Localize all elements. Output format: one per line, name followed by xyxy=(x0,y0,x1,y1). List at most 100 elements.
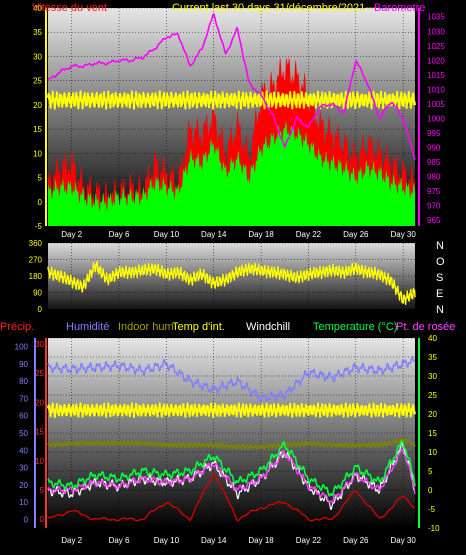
wind-x-tick-label: Day 6 xyxy=(109,230,130,239)
barometer-title: Barometre xyxy=(374,2,425,14)
temp-x-tick-label: Day 2 xyxy=(61,536,82,545)
precip-y-tick-label: 25 xyxy=(35,369,44,378)
wind-y-tick-label: 25 xyxy=(33,77,42,86)
temp-y-tick-label: -10 xyxy=(428,524,440,533)
baro-y-tick-label: 1005 xyxy=(427,100,445,109)
wind-speed-title: Vitesse du vent xyxy=(32,2,107,14)
baro-y-tick-label: 1025 xyxy=(427,42,445,51)
compass-n-bottom: N xyxy=(436,304,444,316)
wind-y-tick-label: -5 xyxy=(35,222,43,231)
temp-y-tick-label: 10 xyxy=(428,448,437,457)
humidity-y-tick-label: 100 xyxy=(15,343,29,352)
legend-precip: Précip. xyxy=(0,321,34,333)
temp-y-tick-label: 5 xyxy=(428,467,433,476)
wind-y-tick-label: 10 xyxy=(33,149,42,158)
wind-x-tick-label: Day 26 xyxy=(343,230,369,239)
humidity-y-tick-label: 10 xyxy=(19,498,28,507)
baro-y-tick-label: 985 xyxy=(427,158,441,167)
precip-y-tick-label: 15 xyxy=(35,428,44,437)
wind-x-tick-label: Day 22 xyxy=(296,230,322,239)
wind-y-tick-label: 20 xyxy=(33,101,42,110)
wind-x-tick-label: Day 18 xyxy=(248,230,274,239)
humidity-y-tick-label: 20 xyxy=(19,481,28,490)
precip-y-tick-label: 5 xyxy=(40,486,45,495)
baro-y-tick-label: 970 xyxy=(427,202,441,211)
wind-avg-area xyxy=(48,120,415,226)
precip-y-tick-label: 20 xyxy=(35,398,44,407)
precip-y-tick-label: 10 xyxy=(35,457,44,466)
legend-windchill: Windchill xyxy=(246,321,290,333)
wind-x-tick-label: Day 30 xyxy=(390,230,416,239)
baro-y-tick-label: 1015 xyxy=(427,71,445,80)
precip-y-tick-label: 0 xyxy=(40,515,45,524)
dir-y-tick-label: 270 xyxy=(29,256,43,265)
humidity-y-tick-label: 40 xyxy=(19,446,28,455)
temp-x-tick-label: Day 6 xyxy=(109,536,130,545)
temp-y-tick-label: 25 xyxy=(428,391,437,400)
indoor-humidity-line xyxy=(47,437,416,451)
temperature-line xyxy=(47,440,416,497)
wind-y-tick-label: 5 xyxy=(38,174,43,183)
wind-direction-line xyxy=(47,260,416,305)
dir-y-tick-label: 0 xyxy=(38,305,43,314)
temp-y-tick-label: 15 xyxy=(428,429,437,438)
temp-y-tick-label: 20 xyxy=(428,410,437,419)
precip-y-tick-label: 30 xyxy=(35,340,44,349)
baro-y-tick-label: 990 xyxy=(427,144,441,153)
temp-y-tick-label: 40 xyxy=(428,334,437,343)
dew-point-line xyxy=(47,449,416,504)
temp-y-tick-label: -5 xyxy=(428,505,436,514)
baro-y-tick-label: 1000 xyxy=(427,114,445,123)
humidity-line xyxy=(47,355,416,403)
lines-layer xyxy=(47,13,416,522)
baro-y-tick-label: 1030 xyxy=(427,27,445,36)
indoor-temp-line xyxy=(47,402,416,418)
compass-s: S xyxy=(436,272,443,284)
humidity-y-tick-label: 30 xyxy=(19,464,28,473)
baro-y-tick-label: 1010 xyxy=(427,85,445,94)
humidity-y-tick-label: 50 xyxy=(19,429,28,438)
wind-y-tick-label: 30 xyxy=(33,52,42,61)
dir-y-tick-label: 360 xyxy=(29,239,43,248)
compass-n-top: N xyxy=(436,240,444,252)
legend-indoor-hum: Indoor hum xyxy=(118,321,174,333)
temp-x-tick-label: Day 14 xyxy=(201,536,227,545)
bars-layer xyxy=(48,57,415,226)
compass-e: E xyxy=(436,288,443,300)
humidity-y-tick-label: 0 xyxy=(24,515,29,524)
baro-y-tick-label: 980 xyxy=(427,173,441,182)
wind-x-tick-label: Day 2 xyxy=(61,230,82,239)
baro-y-tick-label: 995 xyxy=(427,129,441,138)
humidity-y-tick-label: 90 xyxy=(19,360,28,369)
indoor-temp-line-top xyxy=(47,90,416,110)
wind-y-tick-label: 0 xyxy=(38,198,43,207)
legend-dew-point: Pt. de rosée xyxy=(396,321,455,333)
ticks-layer: Day 2 Day 6 Day 10 Day 14 Day 18 Day 22 Day 26… xyxy=(15,4,446,545)
legend-temperature: Temperature (°C) xyxy=(313,321,397,333)
dir-y-tick-label: 180 xyxy=(29,272,43,281)
barometer-line xyxy=(47,13,416,161)
dir-y-tick-label: 90 xyxy=(33,289,42,298)
humidity-y-tick-label: 70 xyxy=(19,394,28,403)
temp-x-tick-label: Day 22 xyxy=(296,536,322,545)
legend-humidity: Humidité xyxy=(66,321,109,333)
baro-y-tick-label: 1020 xyxy=(427,56,445,65)
baro-y-tick-label: 965 xyxy=(427,216,441,225)
wind-x-tick-label: Day 14 xyxy=(201,230,227,239)
humidity-y-tick-label: 80 xyxy=(19,377,28,386)
temp-y-tick-label: 30 xyxy=(428,372,437,381)
wind-y-tick-label: 40 xyxy=(33,4,42,13)
wind-y-tick-label: 15 xyxy=(33,125,42,134)
legend-temp-int: Temp d'int. xyxy=(172,321,225,333)
temp-x-tick-label: Day 26 xyxy=(343,536,369,545)
precip-line xyxy=(47,473,416,522)
wind-y-tick-label: 35 xyxy=(33,28,42,37)
baro-y-tick-label: 975 xyxy=(427,187,441,196)
humidity-y-tick-label: 60 xyxy=(19,412,28,421)
temp-y-tick-label: 35 xyxy=(428,353,437,362)
temp-x-tick-label: Day 10 xyxy=(154,536,180,545)
compass-o: O xyxy=(436,256,445,268)
chart-title: Current last 30 days 31/décembre/2021--- xyxy=(172,2,377,14)
baro-y-tick-label: 1035 xyxy=(427,13,445,22)
